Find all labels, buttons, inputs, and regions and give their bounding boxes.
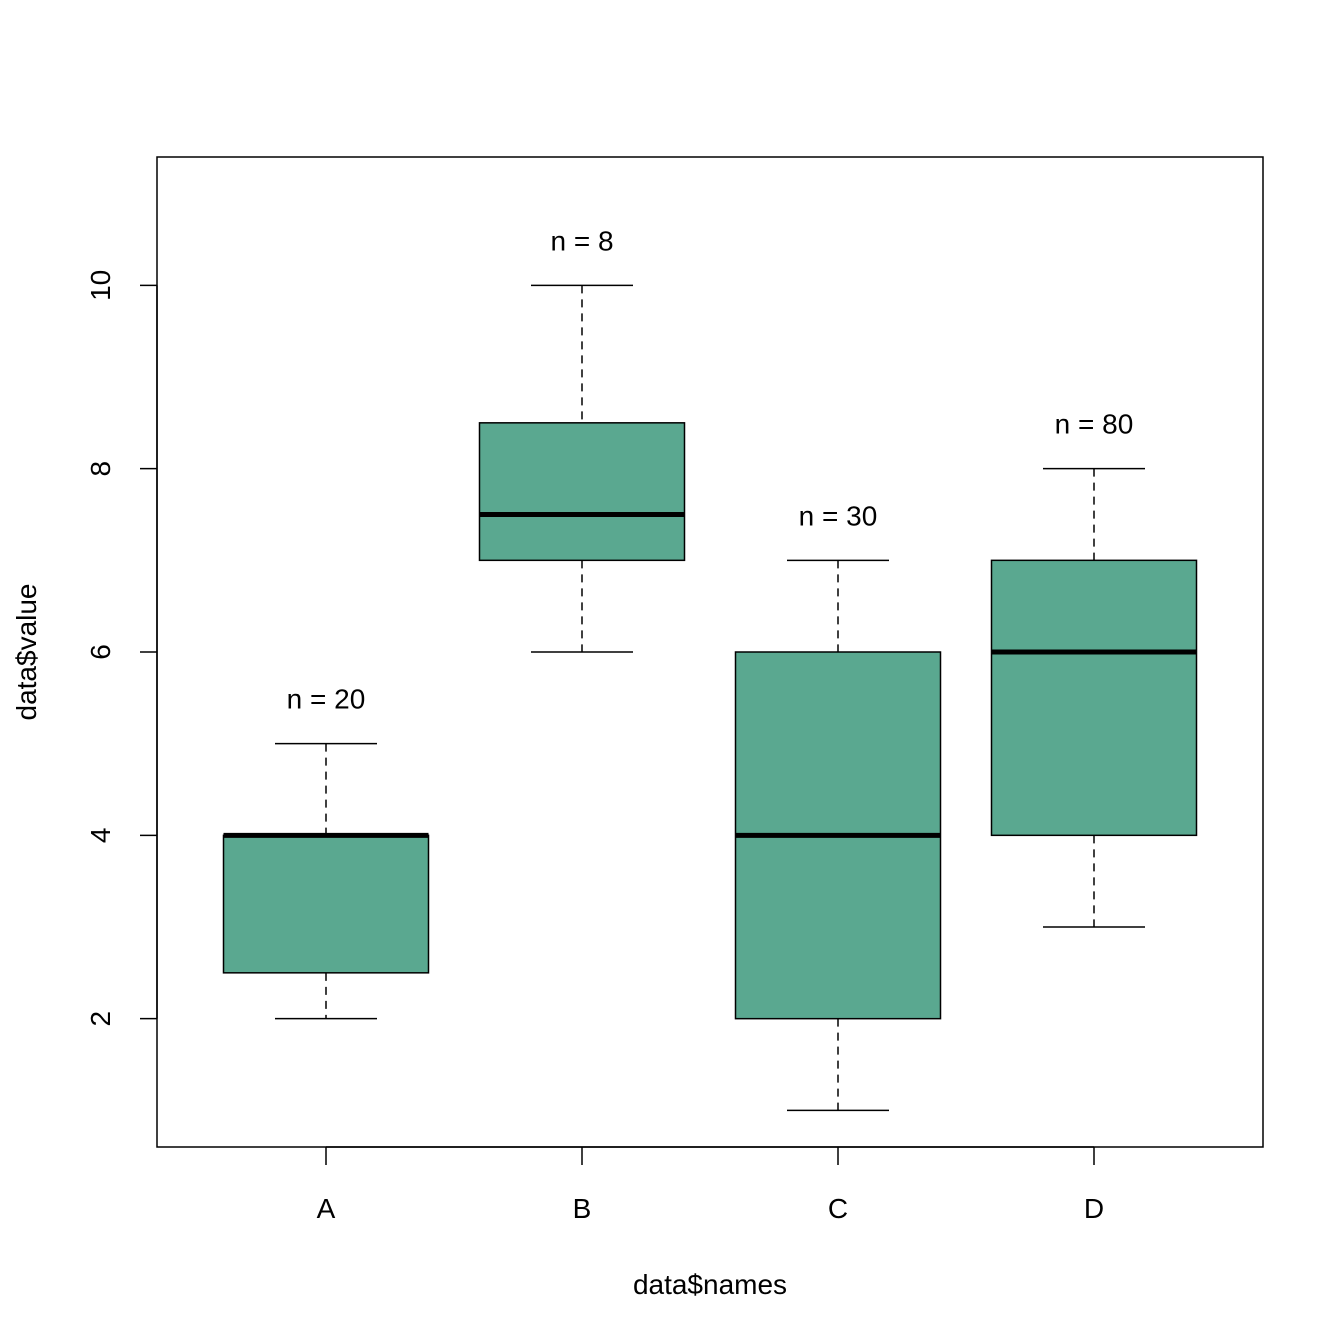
x-axis-label: data$names — [633, 1269, 787, 1300]
n-label: n = 30 — [799, 500, 878, 531]
y-tick-label: 8 — [85, 461, 116, 477]
n-label: n = 20 — [287, 684, 366, 715]
y-tick-label: 4 — [85, 828, 116, 844]
box-D — [990, 559, 1198, 837]
n-label: n = 80 — [1055, 409, 1134, 440]
x-tick-label: D — [1084, 1193, 1104, 1224]
y-axis-label: data$value — [11, 583, 42, 720]
box-B — [478, 422, 686, 562]
n-label: n = 8 — [550, 225, 613, 256]
y-tick-label: 6 — [85, 644, 116, 660]
x-tick-label: B — [573, 1193, 592, 1224]
box-A — [222, 834, 430, 974]
y-tick-label: 2 — [85, 1011, 116, 1027]
x-tick-label: A — [317, 1193, 336, 1224]
y-tick-label: 10 — [85, 270, 116, 301]
x-tick-label: C — [828, 1193, 848, 1224]
